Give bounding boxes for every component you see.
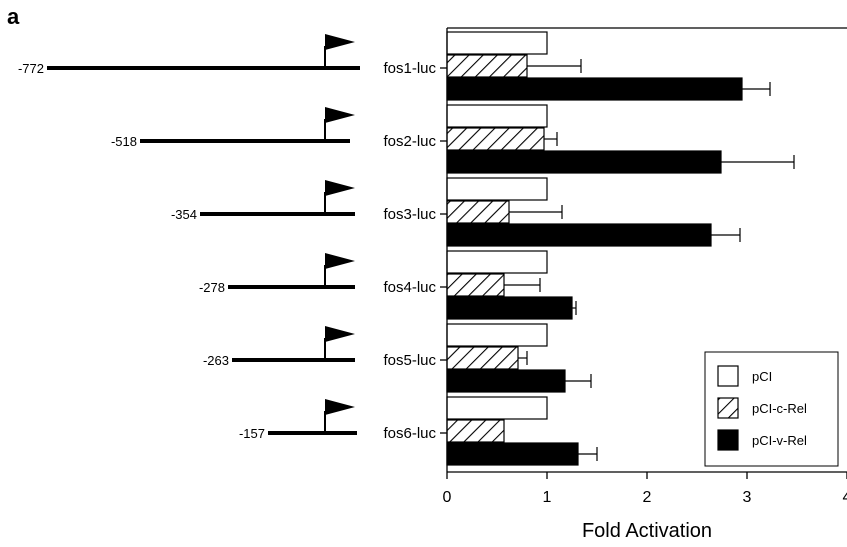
promoter-start-fos4-luc: -278	[199, 280, 225, 295]
bar-pCI-fos2-luc	[446, 104, 548, 128]
legend-swatch-pCI-c-Rel	[717, 397, 739, 419]
legend: pCI pCI-c-Rel pCI-v-Rel	[704, 351, 839, 467]
promoter-start-fos5-luc: -263	[203, 353, 229, 368]
tss-flag-icon-fos5-luc	[325, 326, 355, 342]
bar-pCI-v-Rel-fos1-luc	[446, 77, 743, 101]
x-tick-label-0: 0	[443, 489, 452, 506]
bar-pCI-c-Rel-fos1-luc	[446, 54, 528, 78]
promoter-constructs: -772 -518 -354 -278 -263 -157	[18, 34, 360, 441]
tss-flag-icon-fos1-luc	[325, 34, 355, 50]
legend-label-pCI-c-Rel: pCI-c-Rel	[752, 401, 807, 416]
tss-flag-icon-fos6-luc	[325, 399, 355, 415]
category-label-fos6-luc: fos6-luc	[383, 425, 436, 442]
x-tick-label-4: 4	[843, 489, 847, 506]
x-axis-label: Fold Activation	[582, 520, 712, 542]
category-label-fos5-luc: fos5-luc	[383, 352, 436, 369]
axes: 0 1 2 3 4 Fold Activation fos1-luc fos2-luc fos3…	[383, 27, 847, 542]
bars	[446, 31, 795, 466]
category-label-fos4-luc: fos4-luc	[383, 279, 436, 296]
category-label-fos2-luc: fos2-luc	[383, 133, 436, 150]
bar-pCI-c-Rel-fos4-luc	[446, 273, 505, 297]
bar-pCI-v-Rel-fos5-luc	[446, 369, 566, 393]
bar-pCI-fos5-luc	[446, 323, 548, 347]
category-label-fos3-luc: fos3-luc	[383, 206, 436, 223]
bar-pCI-v-Rel-fos2-luc	[446, 150, 722, 174]
promoter-start-fos1-luc: -772	[18, 61, 44, 76]
legend-label-pCI-v-Rel: pCI-v-Rel	[752, 433, 807, 448]
legend-label-pCI: pCI	[752, 369, 772, 384]
bar-pCI-fos4-luc	[446, 250, 548, 274]
panel-label: a	[7, 4, 20, 29]
bar-pCI-fos3-luc	[446, 177, 548, 201]
category-label-fos1-luc: fos1-luc	[383, 60, 436, 77]
x-tick-label-3: 3	[743, 489, 752, 506]
tss-flag-icon-fos2-luc	[325, 107, 355, 123]
bar-pCI-c-Rel-fos6-luc	[446, 419, 505, 443]
bar-pCI-c-Rel-fos5-luc	[446, 346, 519, 370]
bar-pCI-c-Rel-fos2-luc	[446, 127, 545, 151]
bar-pCI-v-Rel-fos6-luc	[446, 442, 579, 466]
tss-flag-icon-fos4-luc	[325, 253, 355, 269]
legend-swatch-pCI-v-Rel	[717, 429, 739, 451]
bar-pCI-c-Rel-fos3-luc	[446, 200, 510, 224]
bar-pCI-fos6-luc	[446, 396, 548, 420]
bar-pCI-v-Rel-fos4-luc	[446, 296, 573, 320]
bar-pCI-fos1-luc	[446, 31, 548, 55]
legend-swatch-pCI	[717, 365, 739, 387]
promoter-start-fos3-luc: -354	[171, 207, 197, 222]
promoter-start-fos6-luc: -157	[239, 426, 265, 441]
x-tick-label-2: 2	[643, 489, 652, 506]
bar-pCI-v-Rel-fos3-luc	[446, 223, 712, 247]
x-tick-label-1: 1	[543, 489, 552, 506]
tss-flag-icon-fos3-luc	[325, 180, 355, 196]
promoter-start-fos2-luc: -518	[111, 134, 137, 149]
